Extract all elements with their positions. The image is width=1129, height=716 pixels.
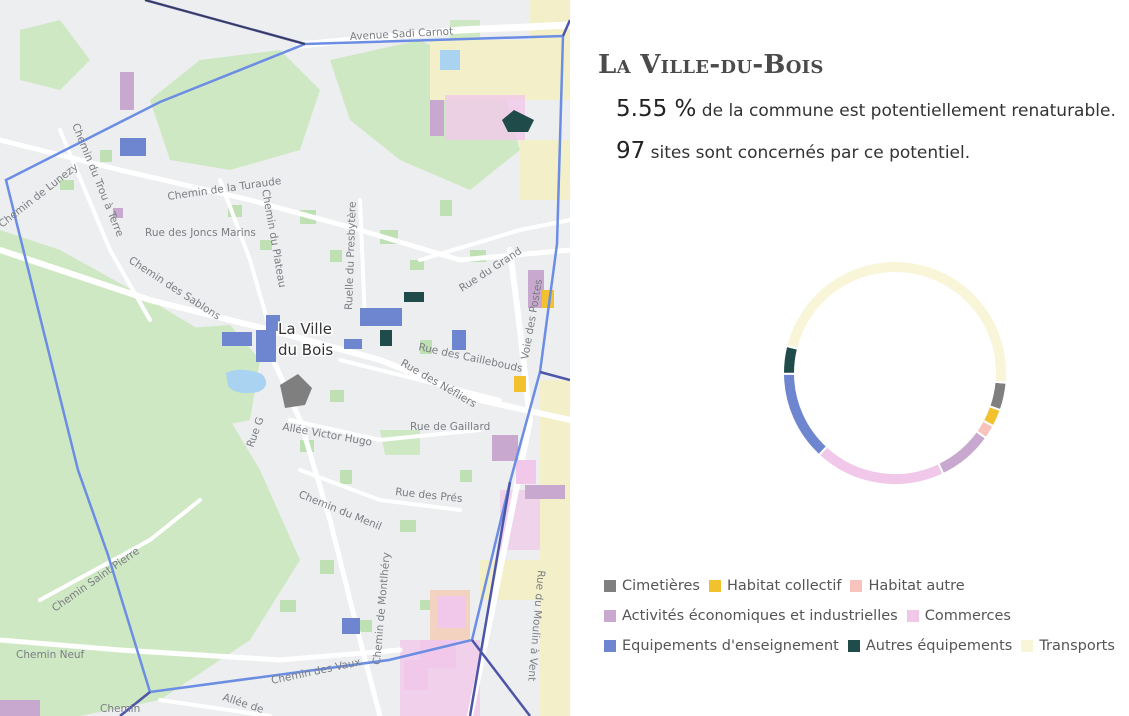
town-label-line2: du Bois [278,341,333,359]
legend-swatch [847,640,860,652]
legend-item[interactable]: Commerces [906,608,1011,624]
legend-swatch [1021,640,1034,652]
urban-zones [400,0,570,716]
street-label: Avenue Sadi Carnot [350,26,454,43]
legend-swatch [708,580,721,592]
donut-slice[interactable] [817,444,945,486]
map-canvas[interactable]: Avenue Sadi Carnot Chemin de la Turaude … [0,0,570,716]
legend-item[interactable]: Autres équipements [847,638,1013,654]
street-label: Ruelle du Presbytère [343,201,359,310]
legend-item[interactable]: Habitat autre [850,578,965,594]
green-areas [0,20,520,716]
renaturable-sites[interactable] [0,72,565,716]
stat-sites-text: sites sont concernés par ce potentiel. [645,143,971,163]
legend-row: Activités économiques et industrielles Co… [604,608,1124,624]
stat-percent-line: 5.55 % de la commune est potentiellement… [616,96,1116,122]
legend-label: Habitat collectif [726,578,842,594]
legend-item[interactable]: Activités économiques et industrielles [604,608,898,624]
legend-swatch [906,610,919,622]
donut-slice[interactable] [781,372,829,457]
neighbour-boundaries [119,0,570,716]
town-label-line1: La Ville [278,320,332,338]
legend-label: Activités économiques et industrielles [622,608,898,624]
legend-item[interactable]: Cimetières [604,578,700,594]
map[interactable]: Avenue Sadi Carnot Chemin de la Turaude … [0,0,570,716]
legend-swatch [850,580,863,592]
commune-title: La Ville-du-Bois [598,50,824,80]
legend-label: Commerces [924,608,1011,624]
donut-slice[interactable] [782,344,800,375]
legend-label: Cimetières [622,578,700,594]
legend-item[interactable]: Equipements d'enseignement [604,638,839,654]
donut-svg[interactable] [775,253,1015,493]
legend-item[interactable]: Habitat collectif [708,578,842,594]
chart-legend[interactable]: Cimetières Habitat collectif Habitat autre… [604,578,1124,668]
street-label: Chemin [100,703,140,715]
info-panel: La Ville-du-Bois 5.55 % de la commune es… [570,0,1129,716]
legend-swatch [604,640,616,652]
legend-label: Equipements d'enseignement [622,638,839,654]
donut-chart[interactable] [775,253,1015,493]
legend-row: Cimetières Habitat collectif Habitat autre [604,578,1124,594]
legend-row: Equipements d'enseignement Autres équipem… [604,638,1124,654]
commune-boundary [4,34,565,694]
site-cemetery[interactable] [280,374,312,408]
stat-percent-text: de la commune est potentiellement renatu… [696,101,1116,121]
donut-slice[interactable] [936,429,988,476]
street-label: Rue des Joncs Marins [145,227,256,239]
street-label: Chemin Neuf [16,649,85,661]
district-line [144,0,306,45]
stat-sites-value: 97 [616,138,646,164]
legend-label: Habitat autre [868,578,965,594]
legend-item[interactable]: Transports [1021,638,1115,654]
stat-sites-line: 97 sites sont concernés par ce potentiel… [616,138,970,164]
legend-label: Autres équipements [865,638,1013,654]
legend-swatch [604,580,616,592]
donut-slice[interactable] [988,380,1008,412]
donut-slice[interactable] [785,260,1008,384]
pond [226,369,267,394]
stat-percent-value: 5.55 % [616,96,697,122]
legend-swatch [604,610,616,622]
street-label: Rue de Gaillard [410,421,490,433]
legend-label: Transports [1039,638,1115,654]
